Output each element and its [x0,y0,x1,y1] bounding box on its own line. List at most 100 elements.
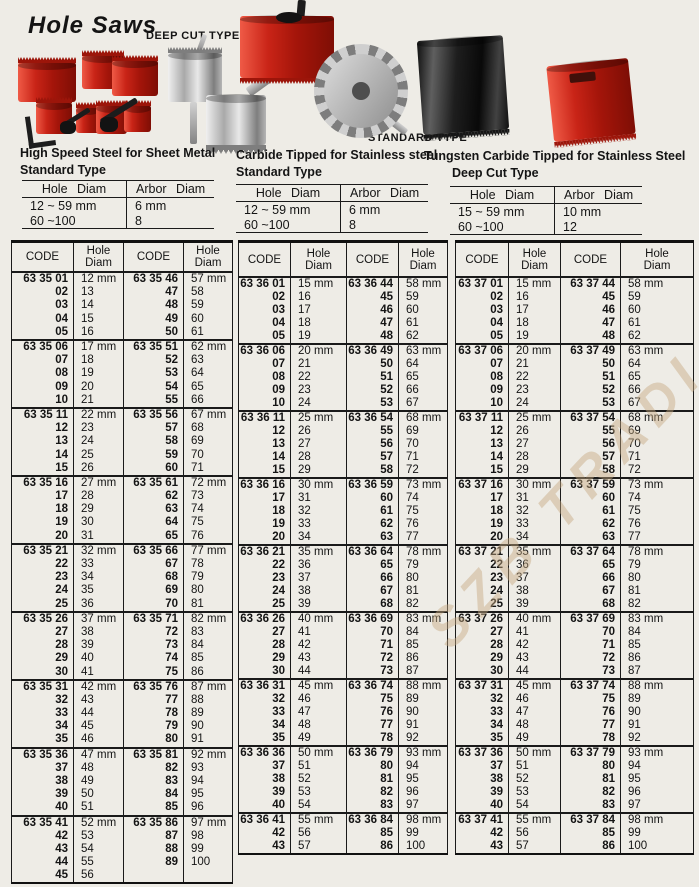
table-row: 39 50 84 95 [12,788,233,802]
code-cell: 02 [272,291,285,303]
mini-cell: 15 ~ 59 mm [458,205,525,219]
code-cell: 63 37 79 [560,746,621,760]
hole-cell: 17 [508,304,561,317]
hole-cell: 36 [290,559,347,572]
hole-cell: 34 [290,531,347,545]
hole-cell: 28 [73,490,124,504]
hole-cell: 76 [398,518,448,531]
code-cell: 83 [346,799,399,813]
hole-cell: 37 mm [73,611,124,626]
hole-cell: 19 [508,330,561,344]
column-header-code: CODE [455,241,509,278]
code-cell: 18 [55,503,68,516]
code-cell: 63 36 26 [240,613,285,625]
code-cell: 61 [560,505,621,518]
code-cell: 63 [560,531,621,545]
hole-cell: 55 [73,856,124,870]
hole-cell: 90 [398,706,448,719]
hole-cell: 82 [620,598,694,612]
mini-row: 12 ~ 59 mm 6 mm [22,197,215,213]
code-cell: 55 [123,393,184,408]
code-cell: 58 [123,435,184,449]
hole-cell: 31 [508,492,561,505]
hole-cell: 81 [183,597,233,612]
hole-cell: 26 [290,425,347,438]
hole-cell: 49 [508,732,561,746]
table-row: 40 51 85 96 [12,801,233,816]
mini-cell: 12 [554,219,643,235]
table-row: 04 18 47 61 [456,317,694,330]
size-table-hss: Hole Diam Arbor Diam 12 ~ 59 mm 6 mm 60 ~100… [22,180,215,229]
table-row: 18 32 61 75 [456,505,694,518]
hole-cell: 91 [620,719,694,732]
code-cell: 63 35 71 [123,611,184,626]
code-cell: 66 [346,572,399,585]
table-row: 10 21 55 66 [12,393,233,408]
table-row: 12 26 55 69 [239,425,448,438]
hole-cell: 35 [73,584,124,598]
hole-cell: 61 [398,317,448,330]
mini-cell: 12 ~ 59 mm [244,203,311,217]
table-row: 63 35 11 22 mm 63 35 56 67 mm [12,407,233,423]
table-row: 63 35 16 27 mm 63 35 61 72 mm [12,475,233,490]
hole-cell: 50 mm [290,746,347,760]
table-row: 23 34 68 79 [12,571,233,585]
code-cell: 22 [55,558,68,571]
table-row: 33 47 76 90 [239,706,448,719]
code-cell: 40 [490,799,503,811]
table-row: 34 48 77 91 [456,719,694,732]
table-row: 30 41 75 86 [12,665,233,680]
hole-cell: 82 mm [183,611,233,626]
code-cell: 33 [272,706,285,718]
black-hole-saw-photo [416,35,510,135]
table-row: 18 29 63 74 [12,503,233,517]
hole-cell: 79 [620,559,694,572]
hole-cell: 98 mm [620,813,694,827]
code-cell: 63 37 31 [458,680,503,692]
mini-row: 60 ~100 8 [236,217,429,233]
code-cell: 10 [272,397,285,409]
code-cell: 56 [560,438,621,451]
column-header-hole-diam: Hole Diam [183,241,233,273]
hole-cell: 72 [620,464,694,478]
hole-cell: 32 [508,505,561,518]
code-cell: 15 [55,461,68,474]
code-cell: 32 [55,693,68,706]
table-row: 22 33 67 78 [12,557,233,572]
hole-cell: 41 [73,665,124,680]
hole-cell: 51 [508,760,561,773]
hole-cell: 48 [73,761,124,775]
code-cell: 60 [123,461,184,476]
hole-cell: 98 [183,829,233,843]
hole-cell: 97 mm [183,815,233,830]
hole-cell: 74 [183,503,233,517]
code-cell: 35 [55,733,68,746]
code-cell: 20 [490,531,503,543]
hole-cell: 59 [398,291,448,304]
hole-cell: 80 [620,572,694,585]
hole-cell: 70 [398,438,448,451]
code-cell: 19 [490,518,503,530]
hole-cell: 54 [508,799,561,813]
code-cell: 22 [272,559,285,571]
hole-cell: 96 [183,801,233,816]
code-cell: 46 [346,304,399,317]
code-cell: 39 [272,786,285,798]
hole-cell: 43 [73,693,124,707]
mini-cell: 6 mm [340,201,429,217]
code-cell: 52 [346,384,399,397]
table-row: 39 53 82 96 [239,786,448,799]
mini-row: 60 ~100 12 [450,219,643,235]
code-cell: 63 35 01 [23,273,68,286]
table-row: 37 51 80 94 [456,760,694,773]
mini-cell: 8 [126,213,215,229]
code-cell: 52 [123,354,184,368]
table-row: 63 36 06 20 mm 63 36 49 63 mm [239,344,448,358]
code-cell: 63 37 49 [560,344,621,358]
code-cell: 20 [55,529,68,542]
mini-col-header: Arbor Diam [554,186,643,204]
hole-cell: 13 [73,286,124,300]
hole-cell: 77 mm [183,543,233,558]
hole-cell: 73 mm [398,478,448,492]
hole-cell: 56 [508,827,561,840]
